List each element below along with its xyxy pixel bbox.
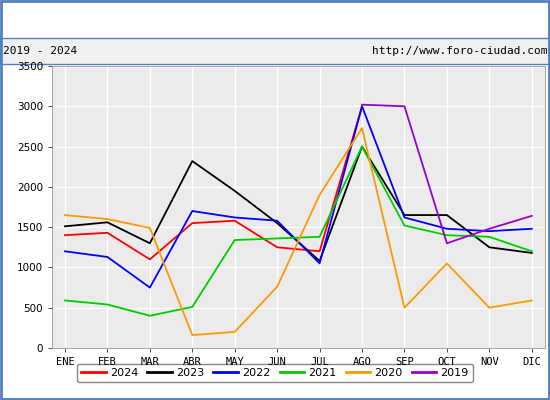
Legend: 2024, 2023, 2022, 2021, 2020, 2019: 2024, 2023, 2022, 2021, 2020, 2019 — [77, 364, 473, 382]
Text: Evolucion Nº Turistas Nacionales en el municipio de Torre de Juan Abad: Evolucion Nº Turistas Nacionales en el m… — [52, 12, 498, 26]
Text: 2019 - 2024: 2019 - 2024 — [3, 46, 77, 56]
Text: http://www.foro-ciudad.com: http://www.foro-ciudad.com — [372, 46, 547, 56]
